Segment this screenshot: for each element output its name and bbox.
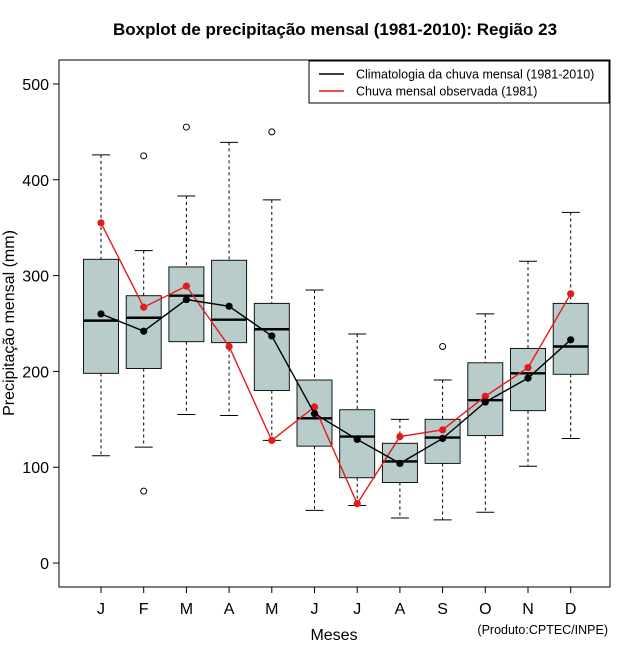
x-tick-label: N	[522, 601, 534, 618]
series-point	[182, 295, 190, 304]
series-point	[567, 336, 575, 344]
y-tick-label: 500	[22, 77, 49, 94]
legend-box	[308, 60, 610, 104]
series-line	[100, 298, 572, 465]
x-tick-label: A	[224, 601, 235, 618]
outlier-point	[268, 128, 276, 136]
series-point	[481, 398, 489, 406]
x-tick-label: S	[437, 601, 448, 618]
x-tick-label: D	[565, 601, 577, 618]
plot-frame	[58, 59, 611, 588]
x-tick-label: M	[265, 601, 278, 618]
y-tick-label: 0	[40, 556, 49, 573]
box-iqr	[168, 266, 205, 343]
credit-text: (Produto:CPTEC/INPE)	[477, 623, 608, 637]
series-point	[439, 426, 447, 434]
box-12	[552, 211, 589, 439]
outlier-point	[182, 123, 190, 131]
series-point	[481, 392, 489, 400]
x-tick-label: O	[479, 601, 491, 618]
series-point	[524, 374, 532, 382]
series-point	[310, 409, 319, 418]
legend: Climatologia da chuva mensal (1981-2010)…	[308, 60, 610, 104]
x-tick-label: J	[97, 601, 105, 618]
x-tick-label: J	[311, 601, 319, 618]
series-point	[396, 459, 404, 467]
series-point	[268, 332, 276, 340]
series-point	[140, 303, 148, 311]
x-tick-label: F	[139, 601, 149, 618]
series-point	[140, 327, 148, 335]
outlier-point	[439, 342, 447, 350]
series-point	[268, 436, 276, 444]
box-2	[125, 152, 162, 495]
box-7	[339, 333, 376, 507]
y-tick-label: 100	[22, 460, 49, 477]
series-point	[225, 302, 233, 310]
box-iqr	[339, 409, 376, 479]
observed-series	[97, 219, 575, 508]
plot-area: 0 100 200 300 400 500 J F M A M J J A S O N D	[22, 59, 611, 618]
series-point	[567, 290, 575, 298]
series-point	[310, 403, 319, 411]
series-line	[100, 222, 572, 506]
series-point	[524, 363, 532, 372]
box-layer	[83, 123, 589, 521]
series-point	[396, 432, 404, 441]
series-point	[182, 282, 190, 290]
y-axis: 0 100 200 300 400 500	[22, 77, 59, 573]
series-point	[225, 342, 233, 351]
y-tick-label: 300	[22, 269, 49, 286]
y-tick-label: 400	[22, 173, 49, 190]
series-point	[353, 435, 361, 444]
box-iqr	[253, 302, 290, 392]
box-6	[296, 289, 333, 511]
x-tick-label: M	[180, 601, 193, 618]
y-tick-label: 200	[22, 364, 49, 381]
chart-title: Boxplot de precipitação mensal (1981-201…	[113, 20, 557, 39]
box-3	[168, 123, 205, 416]
series-point	[97, 219, 105, 227]
outlier-point	[140, 487, 148, 495]
box-11	[510, 260, 546, 467]
legend-entry-label: Climatologia da chuva mensal (1981-2010)	[356, 68, 594, 82]
outlier-point	[140, 152, 148, 160]
legend-entry-label: Chuva mensal observada (1981)	[356, 85, 537, 99]
x-tick-label: A	[395, 601, 406, 618]
series-point	[353, 500, 361, 508]
x-axis-label: Meses	[310, 627, 357, 644]
y-axis-label: Precipitação mensal (mm)	[1, 230, 18, 416]
series-point	[97, 310, 105, 318]
box-5	[253, 128, 290, 441]
climatology-series	[97, 295, 575, 467]
box-1	[83, 154, 119, 457]
x-tick-label: J	[353, 601, 361, 618]
series-point	[439, 434, 447, 443]
series-layer	[97, 219, 575, 508]
